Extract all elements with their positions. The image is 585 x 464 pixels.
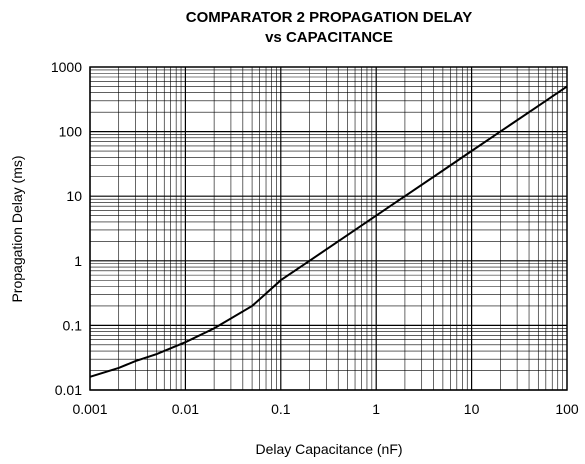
x-tick-label: 10 [464, 401, 480, 417]
y-tick-labels: 0.01 0.1 1 10 100 1000 [51, 59, 82, 398]
x-tick-label: 0.1 [271, 401, 291, 417]
y-tick-label: 10 [66, 188, 82, 204]
x-axis-label: Delay Capacitance (nF) [255, 441, 402, 457]
y-tick-label: 1000 [51, 59, 82, 75]
plot-area-frame [89, 66, 568, 391]
y-tick-label: 100 [59, 124, 83, 140]
x-tick-label: 0.001 [72, 401, 107, 417]
grid [89, 67, 567, 391]
x-tick-labels: 0.001 0.01 0.1 1 10 100 [72, 401, 578, 417]
y-tick-label: 1 [74, 253, 82, 269]
x-tick-label: 0.01 [172, 401, 199, 417]
chart-title-line-2: vs CAPACITANCE [265, 29, 393, 46]
series-line [89, 85, 568, 378]
chart-title-line-1: COMPARATOR 2 PROPAGATION DELAY [186, 9, 472, 26]
x-tick-label: 100 [555, 401, 579, 417]
x-tick-label: 1 [372, 401, 380, 417]
y-axis-label: Propagation Delay (ms) [9, 155, 25, 302]
y-tick-label: 0.1 [63, 317, 83, 333]
y-tick-label: 0.01 [55, 382, 82, 398]
